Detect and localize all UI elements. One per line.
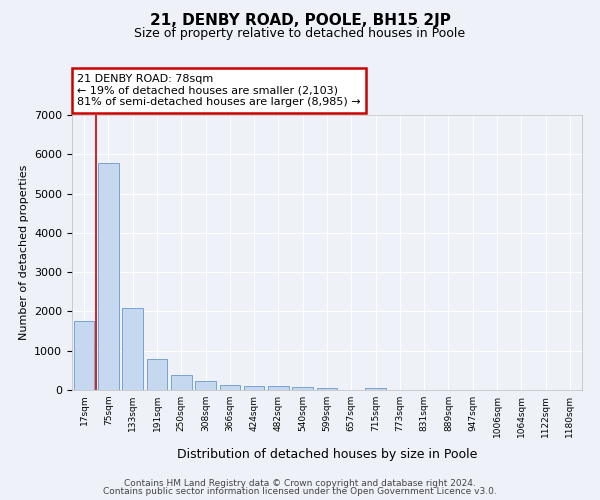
Text: 21, DENBY ROAD, POOLE, BH15 2JP: 21, DENBY ROAD, POOLE, BH15 2JP <box>149 12 451 28</box>
Bar <box>195 382 216 390</box>
Bar <box>317 388 337 390</box>
Bar <box>220 386 240 390</box>
Bar <box>292 387 313 390</box>
Bar <box>268 386 289 390</box>
Text: Contains public sector information licensed under the Open Government Licence v3: Contains public sector information licen… <box>103 487 497 496</box>
Bar <box>74 322 94 390</box>
Bar <box>98 163 119 390</box>
Bar <box>365 388 386 390</box>
Text: 21 DENBY ROAD: 78sqm
← 19% of detached houses are smaller (2,103)
81% of semi-de: 21 DENBY ROAD: 78sqm ← 19% of detached h… <box>77 74 361 107</box>
Bar <box>122 308 143 390</box>
X-axis label: Distribution of detached houses by size in Poole: Distribution of detached houses by size … <box>177 448 477 461</box>
Bar <box>244 386 265 390</box>
Y-axis label: Number of detached properties: Number of detached properties <box>19 165 29 340</box>
Bar <box>171 375 191 390</box>
Text: Size of property relative to detached houses in Poole: Size of property relative to detached ho… <box>134 28 466 40</box>
Bar <box>146 359 167 390</box>
Text: Contains HM Land Registry data © Crown copyright and database right 2024.: Contains HM Land Registry data © Crown c… <box>124 478 476 488</box>
